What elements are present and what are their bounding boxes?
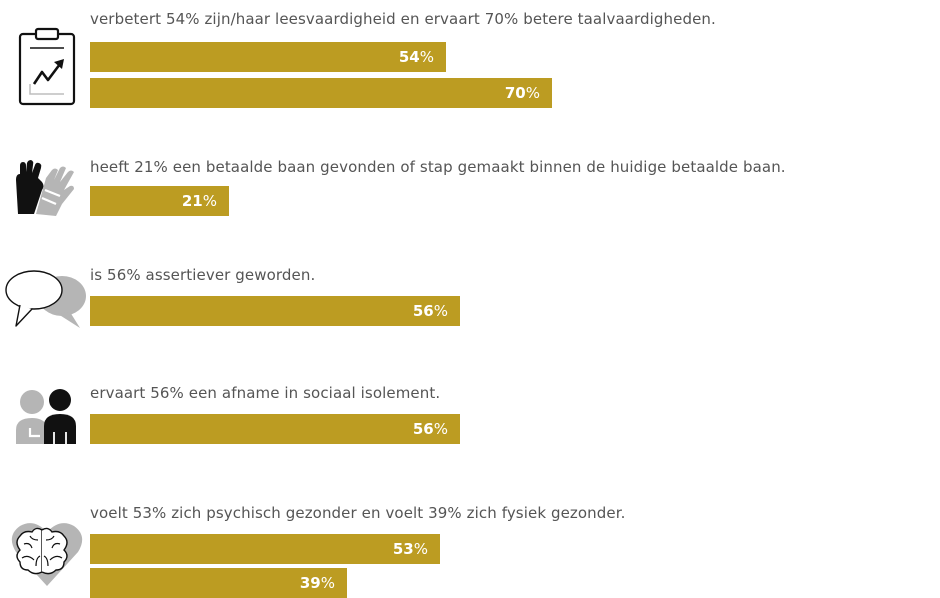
people-icon [14,388,78,450]
bar-suffix: % [320,574,335,592]
bar-value: 56 [412,420,434,438]
bar-value: 21 [181,192,203,210]
group-2-bar-1: 21% [90,186,229,216]
bar-value: 70 [504,84,526,102]
bar-suffix: % [202,192,217,210]
bar-value: 56 [412,302,434,320]
group-1-bar-2: 70% [90,78,552,108]
group-3-bar-1: 56% [90,296,460,326]
bar-value: 54 [398,48,420,66]
bar-suffix: % [433,302,448,320]
group-3-text: is 56% assertiever geworden. [90,266,316,284]
speech-bubbles-icon [4,266,88,336]
group-5-bar-2: 39% [90,568,347,598]
group-4-bar-1: 56% [90,414,460,444]
bar-suffix: % [413,540,428,558]
work-gloves-icon [12,158,78,222]
bar-value: 53 [392,540,414,558]
group-5-text: voelt 53% zich psychisch gezonder en voe… [90,504,626,522]
bar-suffix: % [419,48,434,66]
clipboard-chart-icon [14,26,80,112]
group-1-text: verbetert 54% zijn/haar leesvaardigheid … [90,10,716,28]
group-2-text: heeft 21% een betaalde baan gevonden of … [90,158,786,176]
bar-suffix: % [525,84,540,102]
bar-value: 39 [299,574,321,592]
group-1-bar-1: 54% [90,42,446,72]
bar-suffix: % [433,420,448,438]
group-4-text: ervaart 56% een afname in sociaal isolem… [90,384,441,402]
group-5-bar-1: 53% [90,534,440,564]
brain-heart-icon [10,520,84,594]
